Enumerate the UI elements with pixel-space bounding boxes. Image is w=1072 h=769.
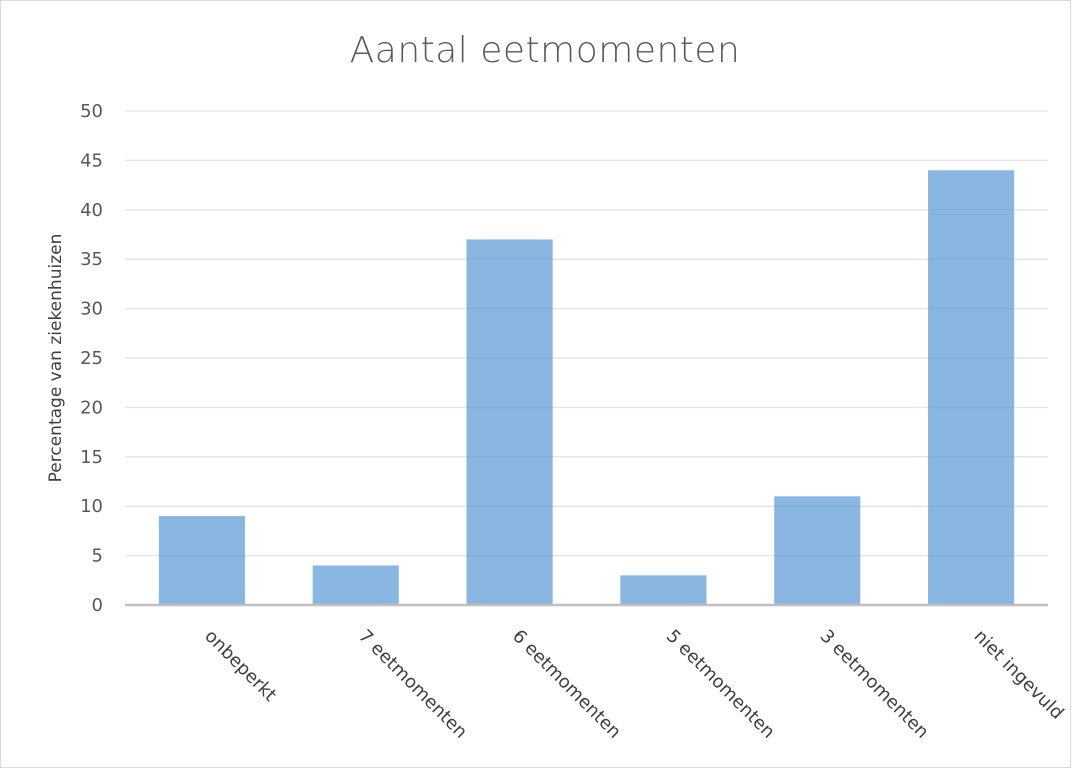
bar	[466, 239, 553, 605]
y-tick-label: 20	[80, 397, 103, 418]
chart-title: Aantal eetmomenten	[349, 30, 741, 71]
gridlines	[125, 110, 1048, 557]
y-tick-label: 5	[92, 546, 103, 567]
bar	[774, 496, 861, 605]
bar	[928, 170, 1015, 605]
bar	[312, 565, 399, 605]
bars	[158, 170, 1015, 605]
y-tick-label: 30	[80, 299, 103, 320]
x-tick-label: 7 eetmomenten	[354, 626, 471, 743]
y-axis-ticks: 0 5 10 15 20 25 30 35 40 45 50	[80, 101, 103, 616]
y-tick-label: 0	[92, 595, 103, 616]
y-tick-label: 10	[80, 496, 103, 517]
x-axis-ticks: onbeperkt 7 eetmomenten 6 eetmomenten 5 eet…	[200, 626, 1067, 743]
y-tick-label: 15	[80, 447, 103, 468]
y-tick-label: 40	[80, 200, 103, 221]
y-tick-label: 45	[80, 150, 103, 171]
y-tick-label: 35	[80, 249, 103, 270]
x-tick-label: 5 eetmomenten	[662, 626, 779, 743]
bar	[158, 516, 245, 605]
x-tick-label: 6 eetmomenten	[508, 626, 625, 743]
x-tick-label: 3 eetmomenten	[816, 626, 933, 743]
y-tick-label: 25	[80, 348, 103, 369]
x-tick-label: onbeperkt	[200, 626, 280, 706]
y-tick-label: 50	[80, 101, 103, 122]
bar	[620, 575, 707, 605]
x-tick-label: niet ingevuld	[970, 626, 1068, 724]
